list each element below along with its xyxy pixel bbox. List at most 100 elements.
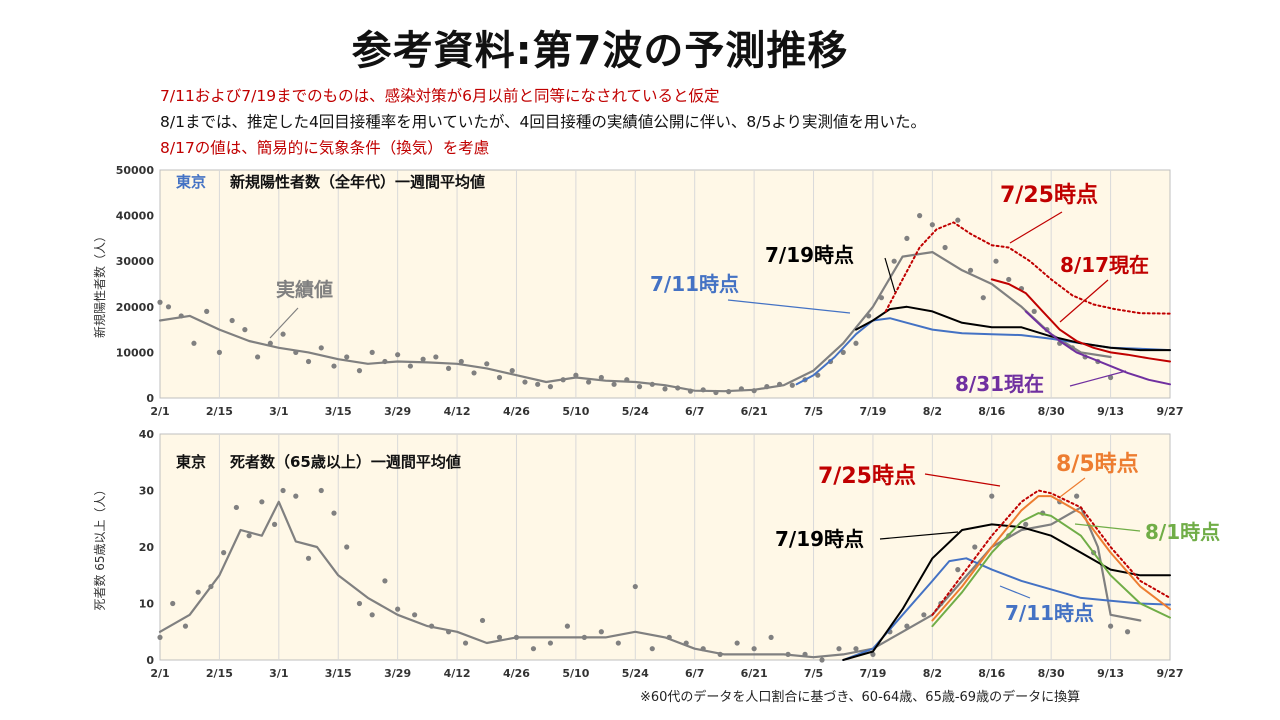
x-tick-label: 9/13 bbox=[1097, 667, 1124, 680]
x-tick-label: 3/15 bbox=[325, 405, 352, 418]
footnote: ※60代のデータを人口割合に基づき、60-64歳、65歳-69歳のデータに換算 bbox=[640, 690, 1081, 705]
data-point-actual-daily bbox=[993, 258, 999, 264]
chart-title-region: 東京 bbox=[176, 173, 206, 191]
data-point-actual-daily bbox=[700, 387, 706, 393]
data-point-actual-daily bbox=[331, 510, 337, 516]
data-point-actual-daily bbox=[967, 267, 974, 273]
data-point-actual-daily bbox=[221, 550, 227, 556]
series-line-85-5 bbox=[931, 495, 1171, 622]
annotation-leader bbox=[924, 473, 1001, 487]
y-tick-label: 30 bbox=[139, 485, 155, 498]
data-point-actual-daily bbox=[878, 295, 885, 301]
data-point-actual-daily bbox=[717, 651, 723, 657]
data-point-actual-daily bbox=[713, 389, 719, 396]
annotation-label: 7/19時点 bbox=[765, 243, 854, 267]
data-point-actual-daily bbox=[484, 361, 490, 367]
x-tick-label: 5/24 bbox=[622, 667, 649, 680]
data-point-actual-daily bbox=[318, 345, 324, 351]
data-point-actual-daily bbox=[165, 304, 172, 310]
data-point-actual-daily bbox=[891, 258, 897, 264]
data-point-actual-daily bbox=[170, 600, 176, 607]
data-point-actual-daily bbox=[776, 381, 783, 387]
data-point-actual-daily bbox=[305, 555, 312, 561]
chart-title: 新規陽性者数（全年代）一週間平均値 bbox=[230, 173, 485, 191]
y-tick-label: 30000 bbox=[116, 255, 155, 268]
data-point-actual-daily bbox=[989, 493, 995, 499]
data-point-actual-daily bbox=[216, 349, 223, 355]
data-point-actual-daily bbox=[560, 377, 566, 383]
data-point-actual-daily bbox=[738, 386, 744, 392]
annotation-label: 7/19時点 bbox=[775, 527, 864, 551]
data-point-actual-daily bbox=[929, 222, 935, 228]
data-point-actual-daily bbox=[293, 493, 299, 499]
x-tick-label: 9/27 bbox=[1157, 405, 1184, 418]
data-point-actual-daily bbox=[369, 612, 375, 618]
data-point-actual-daily bbox=[870, 651, 876, 657]
x-tick-label: 4/26 bbox=[503, 667, 530, 680]
data-point-actual-daily bbox=[229, 317, 235, 324]
data-point-actual-daily bbox=[535, 381, 541, 387]
data-point-actual-daily bbox=[382, 578, 388, 584]
x-tick-label: 7/19 bbox=[859, 405, 886, 418]
y-tick-label: 0 bbox=[146, 654, 154, 667]
data-point-actual-daily bbox=[649, 381, 655, 387]
x-tick-label: 2/1 bbox=[150, 667, 169, 680]
data-point-actual-daily bbox=[369, 349, 375, 355]
data-point-actual-daily bbox=[1074, 493, 1080, 499]
series-line-719-3 bbox=[855, 305, 1171, 352]
x-tick-label: 3/29 bbox=[384, 405, 411, 418]
data-point-actual-daily bbox=[768, 634, 774, 641]
chart-title-region: 東京 bbox=[176, 453, 206, 471]
data-point-actual-daily bbox=[675, 385, 681, 391]
data-point-actual-daily bbox=[331, 363, 337, 369]
data-point-actual-daily bbox=[204, 308, 210, 314]
annotation-label: 7/25時点 bbox=[818, 463, 916, 489]
series-line--0 bbox=[158, 251, 1112, 393]
data-point-actual-daily bbox=[683, 640, 689, 646]
y-tick-label: 40000 bbox=[116, 210, 155, 223]
x-tick-label: 8/2 bbox=[923, 405, 942, 418]
data-point-actual-daily bbox=[433, 354, 439, 360]
data-point-actual-daily bbox=[972, 544, 978, 550]
data-point-actual-daily bbox=[573, 372, 579, 378]
x-tick-label: 2/15 bbox=[206, 667, 233, 680]
data-point-actual-daily bbox=[395, 352, 401, 358]
series-line-725-4 bbox=[884, 221, 1171, 315]
data-point-actual-daily bbox=[751, 388, 757, 394]
y-tick-label: 10000 bbox=[116, 346, 155, 359]
data-point-actual-daily bbox=[917, 213, 923, 219]
x-tick-label: 2/15 bbox=[206, 405, 233, 418]
data-point-actual-daily bbox=[246, 533, 252, 539]
y-tick-label: 40 bbox=[139, 428, 155, 441]
data-point-actual-daily bbox=[191, 340, 197, 346]
y-tick-label: 50000 bbox=[116, 164, 155, 177]
data-point-actual-daily bbox=[866, 313, 872, 319]
annotation-leader bbox=[879, 531, 959, 540]
y-tick-label: 20000 bbox=[116, 301, 155, 314]
data-point-actual-daily bbox=[649, 646, 655, 652]
data-point-actual-daily bbox=[305, 358, 312, 365]
annotation-label: 8/1時点 bbox=[1145, 520, 1220, 544]
data-point-actual-daily bbox=[615, 640, 621, 646]
data-point-actual-daily bbox=[636, 384, 643, 390]
data-point-actual-daily bbox=[318, 487, 324, 494]
data-point-actual-daily bbox=[611, 381, 617, 387]
x-tick-label: 7/19 bbox=[859, 667, 886, 680]
data-point-actual-daily bbox=[1107, 623, 1114, 629]
plot-area-1 bbox=[159, 433, 1171, 661]
annotation-label: 7/11時点 bbox=[1005, 601, 1094, 625]
data-point-actual-daily bbox=[547, 640, 554, 646]
data-point-actual-daily bbox=[420, 356, 426, 362]
data-point-actual-daily bbox=[734, 640, 740, 646]
data-point-actual-daily bbox=[1107, 374, 1114, 381]
note-weather: 8/17の値は、簡易的に気象条件（換気）を考慮 bbox=[160, 139, 490, 157]
x-tick-label: 7/5 bbox=[804, 667, 823, 680]
annotation-leader bbox=[1074, 523, 1141, 532]
data-point-actual-daily bbox=[662, 386, 668, 392]
data-point-actual-daily bbox=[293, 349, 299, 355]
x-tick-label: 8/16 bbox=[978, 667, 1005, 680]
data-point-actual-daily bbox=[564, 623, 570, 629]
data-point-actual-daily bbox=[586, 379, 592, 385]
data-point-actual-daily bbox=[598, 374, 604, 381]
data-point-actual-daily bbox=[178, 313, 184, 319]
